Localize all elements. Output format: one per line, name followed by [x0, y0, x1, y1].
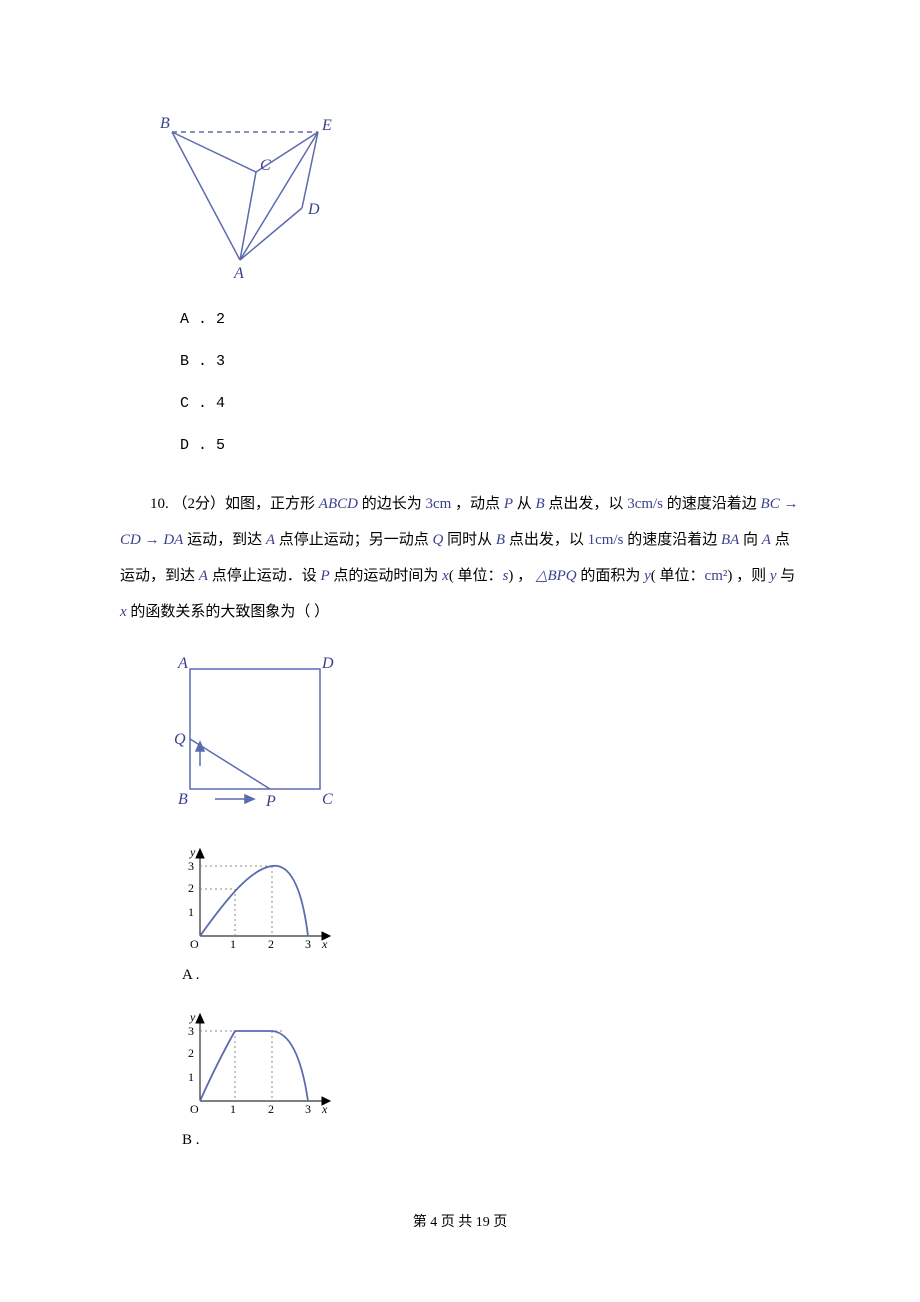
svg-text:3: 3 — [188, 1024, 194, 1038]
geometry-diagram-icon: B E C D A — [160, 110, 350, 280]
q10-square-figure: A D Q B P C — [170, 654, 800, 822]
svg-text:C: C — [260, 157, 271, 174]
chart-a-icon: O 1 2 3 1 2 3 x y — [170, 846, 340, 951]
svg-text:1: 1 — [230, 1102, 236, 1116]
svg-text:1: 1 — [188, 905, 194, 919]
svg-text:3: 3 — [305, 1102, 311, 1116]
svg-text:C: C — [322, 791, 333, 808]
q9-option-a: A . 2 — [180, 308, 800, 332]
svg-text:A: A — [177, 655, 188, 672]
svg-text:y: y — [189, 846, 196, 859]
q10-chart-a: O 1 2 3 1 2 3 x y A . — [170, 846, 800, 987]
svg-text:2: 2 — [188, 1046, 194, 1060]
q10-option-b-label: B . — [182, 1128, 800, 1152]
square-diagram-icon: A D Q B P C — [170, 654, 350, 814]
svg-text:O: O — [190, 1102, 199, 1116]
svg-text:B: B — [160, 115, 170, 132]
svg-text:D: D — [321, 655, 334, 672]
svg-text:O: O — [190, 937, 199, 951]
q9-figure: B E C D A — [160, 110, 800, 288]
q10-chart-b: O 1 2 3 1 2 3 x y B . — [170, 1011, 800, 1152]
page-footer: 第 4 页 共 19 页 — [120, 1212, 800, 1234]
svg-text:B: B — [178, 791, 188, 808]
svg-text:P: P — [265, 793, 276, 810]
svg-text:2: 2 — [268, 937, 274, 951]
q9-option-c: C . 4 — [180, 392, 800, 416]
svg-text:D: D — [307, 201, 320, 218]
q10-option-a-label: A . — [182, 963, 800, 987]
chart-b-icon: O 1 2 3 1 2 3 x y — [170, 1011, 340, 1116]
q9-option-b: B . 3 — [180, 350, 800, 374]
svg-text:E: E — [321, 117, 332, 134]
svg-text:3: 3 — [188, 859, 194, 873]
svg-text:y: y — [189, 1011, 196, 1024]
q9-options: A . 2 B . 3 C . 4 D . 5 — [180, 308, 800, 458]
svg-text:3: 3 — [305, 937, 311, 951]
svg-text:Q: Q — [174, 731, 186, 748]
q10-number: 10. — [150, 496, 169, 512]
q9-option-d: D . 5 — [180, 434, 800, 458]
q10-points: （2分） — [173, 496, 226, 512]
svg-text:1: 1 — [188, 1070, 194, 1084]
svg-text:1: 1 — [230, 937, 236, 951]
svg-text:A: A — [233, 265, 244, 280]
svg-text:2: 2 — [188, 881, 194, 895]
q10-text: 10. （2分）如图，正方形 ABCD 的边长为 3cm ，动点 P 从 B 点… — [120, 486, 800, 630]
svg-text:2: 2 — [268, 1102, 274, 1116]
page: B E C D A A . 2 B . 3 C . 4 D . 5 10. （2… — [0, 0, 920, 1274]
svg-text:x: x — [321, 937, 328, 951]
svg-text:x: x — [321, 1102, 328, 1116]
